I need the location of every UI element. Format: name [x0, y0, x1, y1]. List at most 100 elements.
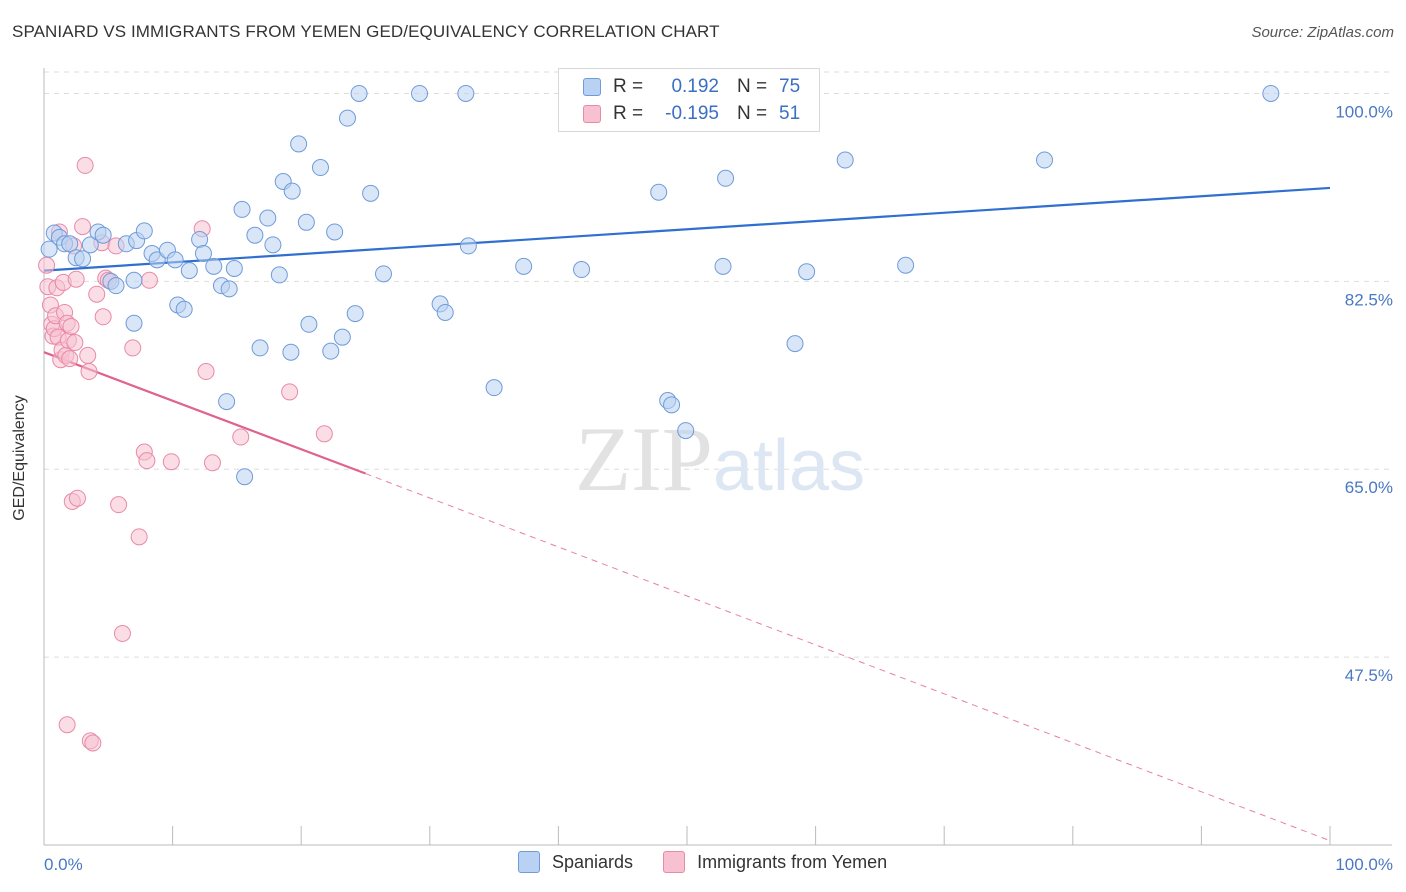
- spaniards-point: [283, 182, 301, 200]
- spaniards-point: [290, 135, 308, 153]
- yemen-point: [124, 339, 142, 357]
- spaniards-point: [191, 230, 209, 248]
- yemen-point: [232, 428, 250, 446]
- n-label: N =: [737, 103, 768, 124]
- legend-row-spaniards: R = 0.192 N = 75: [559, 74, 800, 100]
- yemen-point: [138, 452, 156, 470]
- spaniards-point: [714, 257, 732, 275]
- spaniards-point: [246, 226, 264, 244]
- yemen-point: [58, 716, 76, 734]
- yemen-point: [88, 285, 106, 303]
- data-points: [38, 84, 1280, 752]
- grid-lines: [44, 71, 1392, 658]
- yemen-point: [38, 256, 56, 274]
- spaniards-point: [74, 250, 92, 268]
- spaniards-point: [411, 84, 429, 102]
- yemen-point: [110, 496, 128, 514]
- spaniards-point: [322, 342, 340, 360]
- spaniards-point: [1036, 151, 1054, 169]
- spaniards-point: [194, 244, 212, 262]
- spaniards-point: [282, 343, 300, 361]
- source-label: Source: ZipAtlas.com: [1251, 24, 1394, 41]
- spaniards-point: [338, 109, 356, 127]
- spaniards-point: [218, 393, 236, 411]
- spaniards-point: [677, 422, 695, 440]
- spaniards-point: [300, 315, 318, 333]
- yemen-point: [62, 317, 80, 335]
- yemen-point: [84, 734, 102, 752]
- spaniards-trend-line: [43, 186, 1331, 272]
- spaniards-point: [251, 339, 269, 357]
- spaniards-point: [180, 262, 198, 280]
- correlation-legend: R = 0.192 N = 75 R = -0.195 N = 51: [558, 68, 820, 132]
- spaniards-point: [326, 223, 344, 241]
- yemen-point: [74, 218, 92, 236]
- legend-item-spaniards[interactable]: Spaniards: [518, 851, 633, 873]
- watermark-zip: ZIP: [575, 408, 713, 510]
- yemen-point: [130, 528, 148, 546]
- spaniards-point: [362, 184, 380, 202]
- spaniards-point: [897, 256, 915, 274]
- spaniards-point: [515, 257, 533, 275]
- watermark-atlas: atlas: [713, 426, 865, 506]
- spaniards-point: [205, 257, 223, 275]
- spaniards-point: [436, 303, 454, 321]
- blue-swatch: [518, 851, 540, 873]
- yemen-point: [140, 271, 158, 289]
- spaniards-point: [1262, 84, 1280, 102]
- spaniards-point: [175, 300, 193, 318]
- spaniards-point: [786, 335, 804, 353]
- spaniards-point: [311, 159, 329, 177]
- chart-title: SPANIARD VS IMMIGRANTS FROM YEMEN GED/EQ…: [12, 22, 720, 41]
- yemen-point: [79, 346, 97, 364]
- pink-swatch: [663, 851, 686, 873]
- spaniards-point: [135, 222, 153, 240]
- spaniards-point: [40, 240, 58, 258]
- spaniards-point: [663, 396, 681, 414]
- n-value: 75: [779, 76, 801, 97]
- spaniards-point: [573, 261, 591, 279]
- y-tick-label: 100.0%: [1335, 102, 1393, 121]
- r-value: -0.195: [665, 103, 719, 124]
- spaniards-point: [233, 200, 251, 218]
- spaniards-point: [798, 263, 816, 281]
- spaniards-point: [457, 84, 475, 102]
- yemen-point: [197, 363, 215, 381]
- watermark: ZIPatlas: [575, 408, 865, 510]
- yemen-point: [281, 383, 299, 401]
- spaniards-point: [650, 183, 668, 201]
- yemen-point: [94, 308, 112, 326]
- legend-label: Immigrants from Yemen: [697, 851, 888, 872]
- legend-row-yemen: R = -0.195 N = 51: [559, 101, 800, 127]
- y-tick-label: 47.5%: [1345, 666, 1393, 685]
- r-value: 0.192: [671, 76, 719, 97]
- spaniards-point: [333, 328, 351, 346]
- spaniards-point: [297, 213, 315, 231]
- spaniards-point: [717, 169, 735, 187]
- y-tick-label: 65.0%: [1345, 478, 1393, 497]
- tick-labels: 47.5% 65.0% 82.5% 100.0% 0.0% 100.0%: [44, 102, 1393, 874]
- y-tick-label: 82.5%: [1345, 290, 1393, 309]
- spaniards-point: [264, 236, 282, 254]
- spaniards-point: [350, 84, 368, 102]
- spaniards-point: [220, 280, 238, 298]
- spaniards-point: [107, 277, 125, 295]
- series-legend: Spaniards Immigrants from Yemen: [518, 851, 917, 873]
- legend-item-yemen[interactable]: Immigrants from Yemen: [663, 851, 887, 873]
- spaniards-point: [485, 379, 503, 397]
- spaniards-point: [346, 305, 364, 323]
- spaniards-point: [125, 271, 143, 289]
- spaniards-point: [94, 226, 112, 244]
- spaniards-point: [236, 468, 254, 486]
- n-label: N =: [737, 76, 768, 97]
- spaniards-point: [166, 251, 184, 269]
- yemen-point: [76, 156, 94, 174]
- pink-swatch: [583, 105, 601, 123]
- spaniards-point: [61, 235, 79, 253]
- yemen-point: [66, 334, 84, 352]
- spaniards-point: [375, 265, 393, 283]
- yemen-point: [203, 454, 221, 472]
- yemen-point: [113, 624, 131, 642]
- blue-swatch: [583, 78, 601, 96]
- spaniards-point: [836, 151, 854, 169]
